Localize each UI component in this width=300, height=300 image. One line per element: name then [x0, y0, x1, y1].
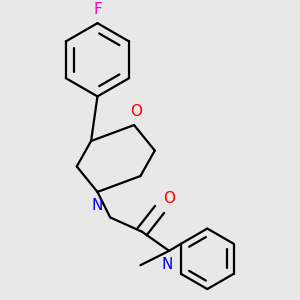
Text: N: N — [91, 198, 103, 213]
Text: N: N — [162, 256, 173, 272]
Text: O: O — [163, 190, 175, 206]
Text: F: F — [93, 2, 102, 17]
Text: O: O — [130, 104, 142, 119]
